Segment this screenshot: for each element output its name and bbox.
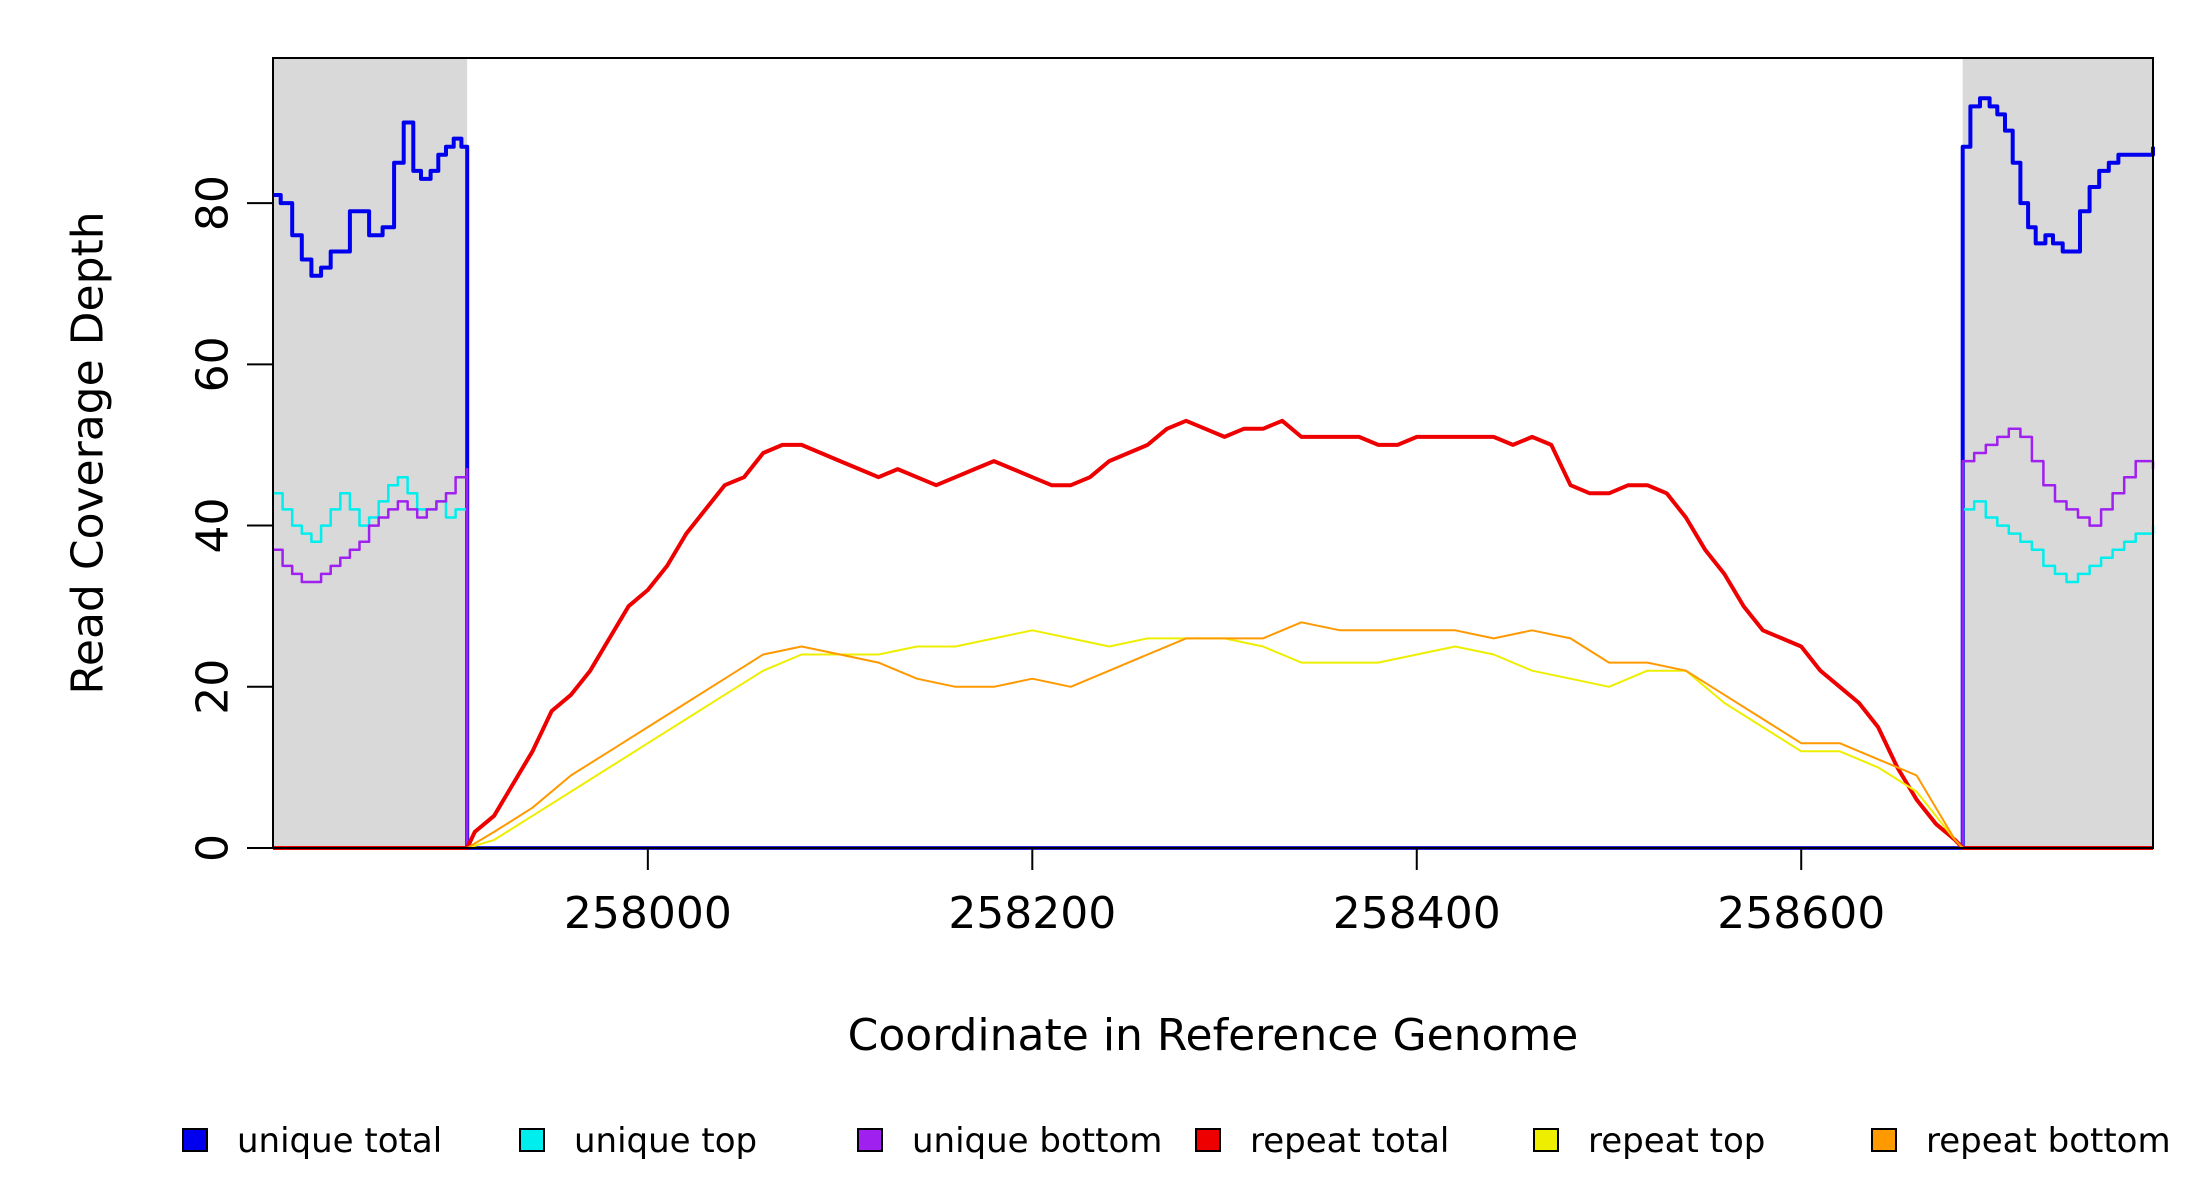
legend-item-repeat-bottom: repeat bottom — [1871, 1121, 2171, 1161]
x-tick-label: 258200 — [948, 888, 1116, 939]
x-tick-label: 258000 — [564, 888, 732, 939]
series-line-repeat-top — [273, 629, 2153, 849]
series-line-unique-total — [273, 96, 2155, 850]
series-line-repeat-bottom — [273, 621, 2153, 849]
legend-label: unique total — [237, 1121, 442, 1161]
legend-swatch — [1533, 1128, 1559, 1152]
legend-label: repeat bottom — [1926, 1121, 2171, 1161]
legend-label: unique bottom — [912, 1121, 1162, 1161]
y-tick-label: 0 — [188, 834, 239, 862]
legend-swatch — [519, 1128, 545, 1152]
y-tick-label: 80 — [188, 175, 239, 231]
legend-swatch — [182, 1128, 208, 1152]
x-axis: 258000 258200 258400 258600 — [564, 847, 1885, 939]
x-tick-label: 258600 — [1717, 888, 1885, 939]
legend-label: repeat top — [1588, 1121, 1765, 1161]
y-tick-label: 60 — [188, 336, 239, 392]
plot-frame — [272, 57, 2154, 849]
legend-label: repeat total — [1250, 1121, 1449, 1161]
shaded-region-1 — [1962, 58, 2153, 848]
y-tick-label: 20 — [188, 659, 239, 715]
y-axis: 0 20 40 60 80 — [188, 175, 274, 862]
series-line-repeat-total — [273, 418, 2153, 850]
series-line-unique-top — [273, 475, 2155, 850]
series-line-unique-bottom — [273, 427, 2155, 850]
y-axis-title: Read Coverage Depth — [63, 211, 114, 694]
legend-item-repeat-total: repeat total — [1195, 1121, 1449, 1161]
shaded-region-0 — [273, 58, 468, 848]
legend: unique total unique top unique bottom repea… — [182, 1121, 2171, 1161]
legend-item-unique-bottom: unique bottom — [857, 1121, 1162, 1161]
legend-swatch — [1871, 1128, 1897, 1152]
legend-item-repeat-top: repeat top — [1533, 1121, 1765, 1161]
legend-item-unique-total: unique total — [182, 1121, 442, 1161]
x-axis-title: Coordinate in Reference Genome — [848, 1010, 1579, 1061]
shaded-regions — [273, 58, 2153, 848]
y-tick-label: 40 — [188, 498, 239, 554]
legend-item-unique-top: unique top — [519, 1121, 757, 1161]
legend-swatch — [1195, 1128, 1221, 1152]
legend-label: unique top — [574, 1121, 757, 1161]
x-tick-label: 258400 — [1333, 888, 1501, 939]
series-layer — [273, 96, 2155, 850]
legend-swatch — [857, 1128, 883, 1152]
